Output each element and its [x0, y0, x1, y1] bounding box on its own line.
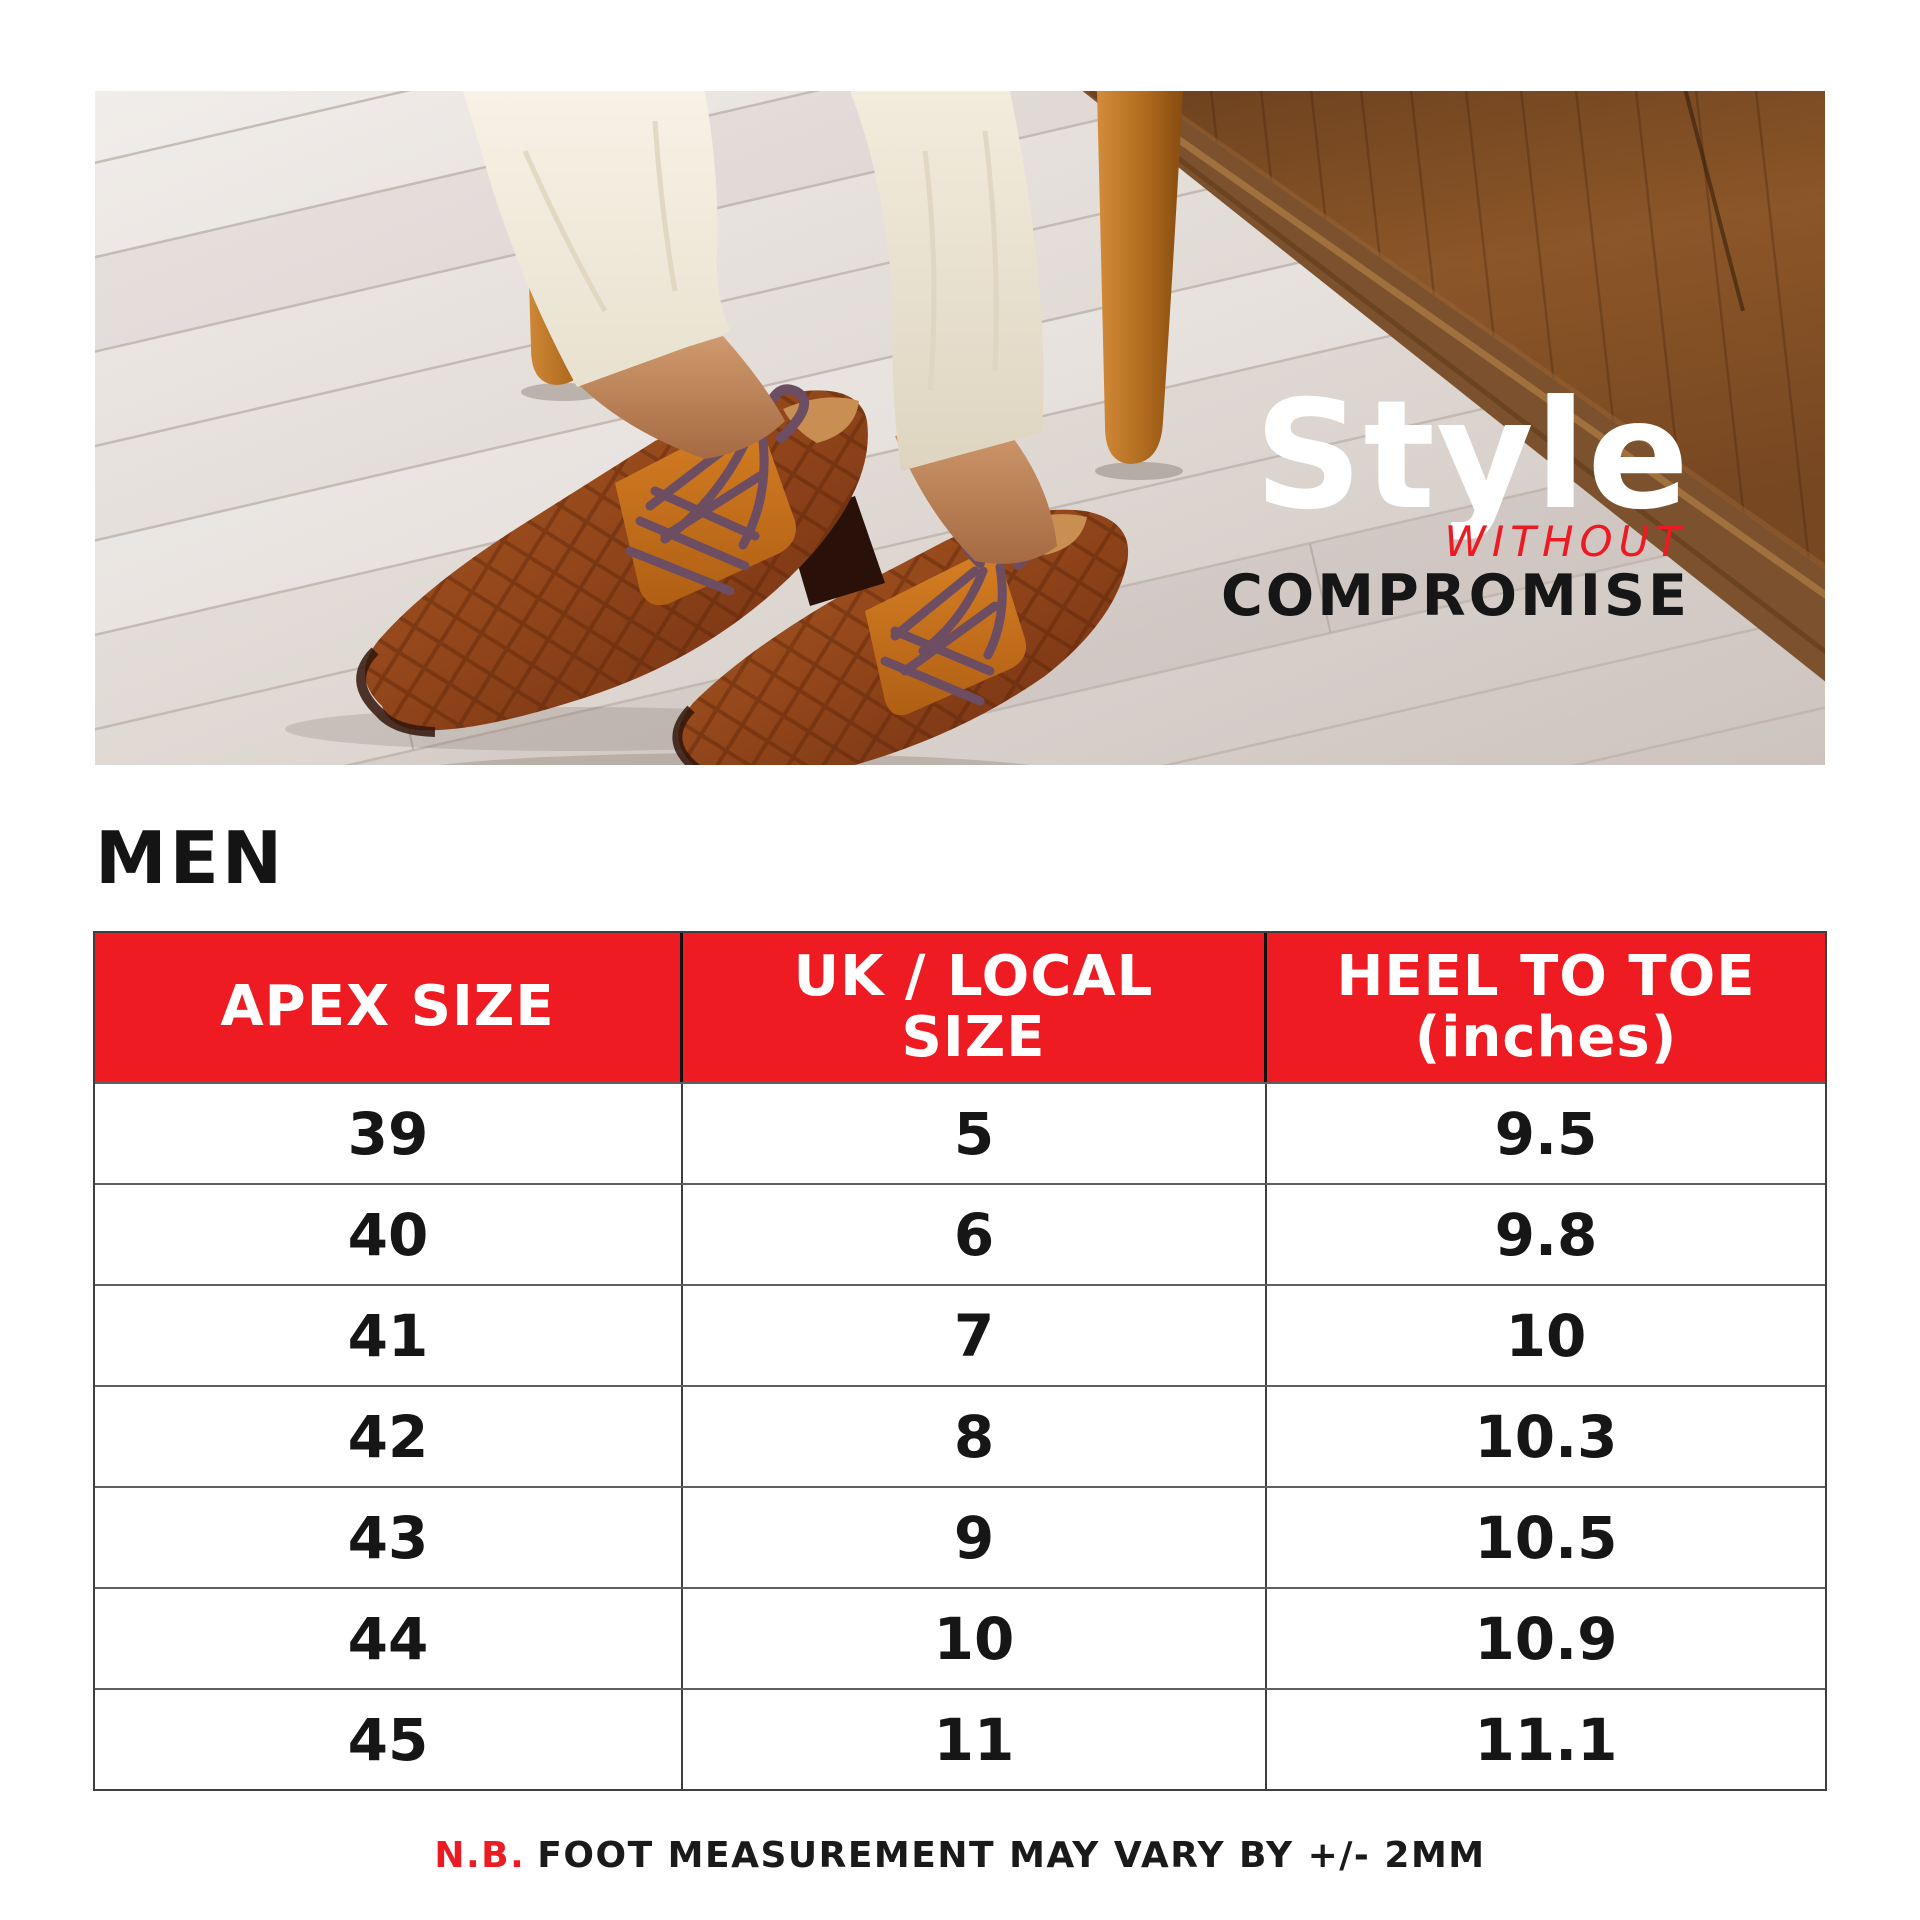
column-header-heel-to-toe: HEEL TO TOE (inches) [1267, 933, 1825, 1082]
table-cell: 43 [95, 1488, 683, 1587]
table-cell: 9.5 [1494, 1099, 1598, 1168]
table-row: 40 6 9.8 [95, 1183, 1825, 1284]
table-row: 41 7 10 [95, 1284, 1825, 1385]
table-cell: 5 [683, 1084, 1267, 1183]
table-cell: 10 [1505, 1301, 1587, 1370]
column-header-line: (inches) [1414, 1004, 1678, 1070]
table-cell: 45 [95, 1690, 683, 1789]
hero-headline-without: WITHOUT [1444, 517, 1687, 566]
footnote-text: FOOT MEASUREMENT MAY VARY BY +/- 2MM [537, 1835, 1486, 1876]
table-cell: 11.1 [1474, 1705, 1618, 1774]
pant-leg-right [850, 91, 1044, 471]
table-row: 42 8 10.3 [95, 1385, 1825, 1486]
table-cell: 7 [683, 1286, 1267, 1385]
section-title-men: MEN [95, 816, 286, 900]
chair-leg-shadow [1095, 462, 1183, 480]
table-row: 45 11 11.1 [95, 1688, 1825, 1789]
table-cell: 40 [95, 1185, 683, 1284]
column-header-line: APEX SIZE [220, 974, 555, 1040]
table-cell: 11 [683, 1690, 1267, 1789]
size-chart-table: APEX SIZE UK / LOCAL SIZE HEEL TO TOE (i… [93, 931, 1827, 1791]
hero-headline-compromise: COMPROMISE [1220, 563, 1690, 629]
column-header-line: SIZE [901, 1004, 1046, 1070]
table-cell: 42 [95, 1387, 683, 1486]
table-cell: 10 [683, 1589, 1267, 1688]
footnote: N.B. FOOT MEASUREMENT MAY VARY BY +/- 2MM [0, 1835, 1920, 1876]
table-cell: 6 [683, 1185, 1267, 1284]
table-cell: 9 [683, 1488, 1267, 1587]
column-header-line: HEEL TO TOE [1336, 944, 1756, 1010]
table-cell: 10.5 [1474, 1503, 1618, 1572]
table-cell: 41 [95, 1286, 683, 1385]
table-row: 43 9 10.5 [95, 1486, 1825, 1587]
table-cell: 39 [95, 1084, 683, 1183]
shoe-left [356, 383, 868, 737]
hero-photo [95, 91, 1825, 765]
table-row: 44 10 10.9 [95, 1587, 1825, 1688]
table-row: 39 5 9.5 [95, 1082, 1825, 1183]
hero-headline: Style WITHOUT COMPROMISE [1220, 369, 1690, 629]
chair-leg-right [1097, 91, 1183, 464]
column-header-uk-local-size: UK / LOCAL SIZE [683, 933, 1267, 1082]
column-header-apex-size: APEX SIZE [95, 933, 683, 1082]
table-cell: 8 [683, 1387, 1267, 1486]
table-cell: 44 [95, 1589, 683, 1688]
footnote-nb: N.B. [434, 1835, 526, 1876]
hero-headline-style: Style [1254, 369, 1690, 543]
pant-leg-left [463, 91, 731, 387]
table-cell: 10.3 [1474, 1402, 1618, 1471]
hero-banner: Style WITHOUT COMPROMISE [95, 91, 1825, 765]
table-cell: 10.9 [1474, 1604, 1618, 1673]
column-header-line: UK / LOCAL [793, 944, 1154, 1010]
table-header-row: APEX SIZE UK / LOCAL SIZE HEEL TO TOE (i… [95, 933, 1825, 1082]
table-cell: 9.8 [1494, 1200, 1598, 1269]
